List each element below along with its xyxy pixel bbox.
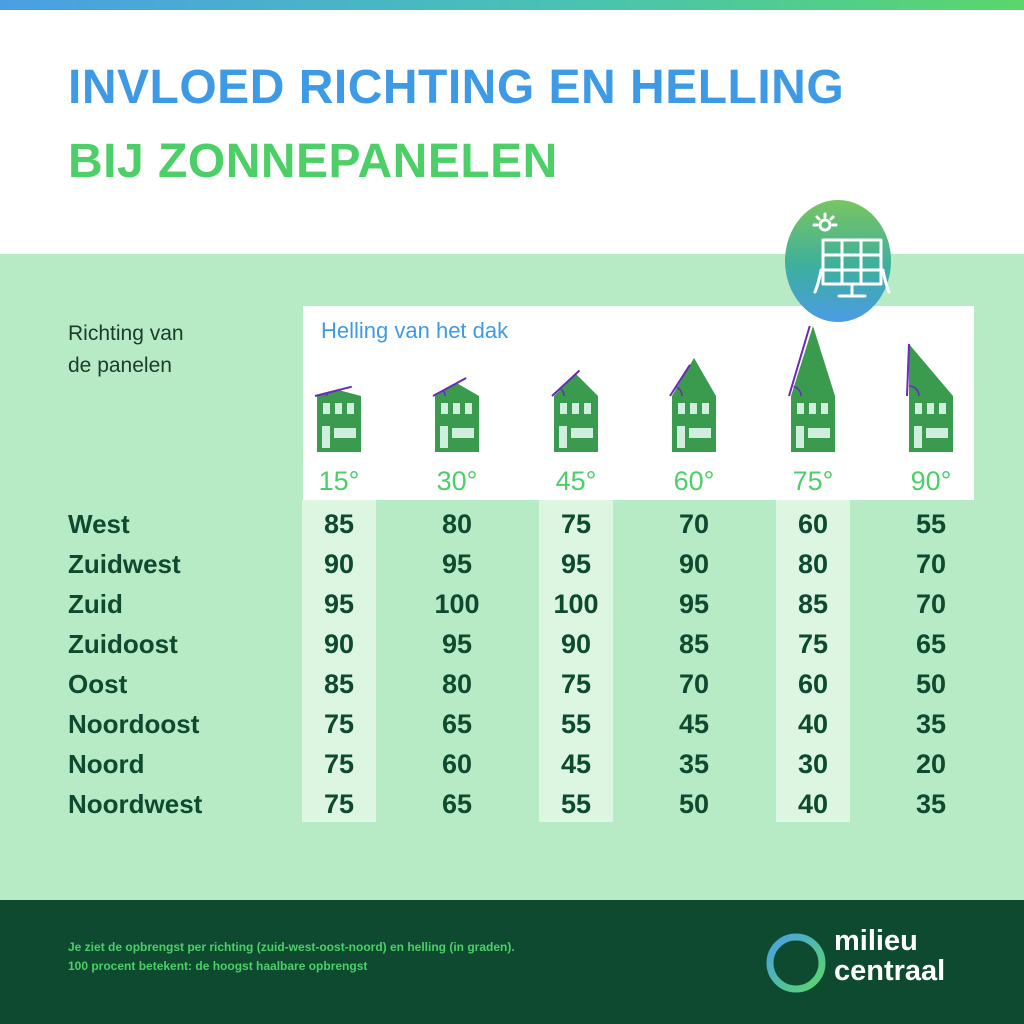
table-cell: 65 <box>441 789 473 819</box>
angle-label: 15° <box>318 466 360 496</box>
table-cell: 60 <box>441 749 473 779</box>
angle-label: 60° <box>673 466 715 496</box>
table-cell: 80 <box>441 509 473 539</box>
angle-label: 90° <box>910 466 952 496</box>
table-cell: 85 <box>678 629 710 659</box>
footnote-line-1: Je ziet de opbrengst per richting (zuid-… <box>68 940 515 954</box>
footer <box>0 900 1024 1024</box>
solar-panel-icon <box>812 212 891 298</box>
house-icon <box>906 343 953 452</box>
table-cell: 70 <box>678 669 710 699</box>
table-cell: 70 <box>915 549 947 579</box>
table-cell: 55 <box>915 509 947 539</box>
column-highlight <box>776 500 850 822</box>
row-label: Noord <box>68 749 145 779</box>
solar-badge <box>785 200 891 322</box>
table-cell: 75 <box>560 509 592 539</box>
table-cell: 40 <box>797 789 829 819</box>
row-label: Noordwest <box>68 789 203 819</box>
table-cell: 35 <box>915 709 947 739</box>
table-cell: 90 <box>323 629 355 659</box>
table-cell: 95 <box>441 629 473 659</box>
table-cell: 40 <box>797 709 829 739</box>
angle-label: 45° <box>555 466 597 496</box>
table-cell: 50 <box>678 789 710 819</box>
footnote-line-2: 100 procent betekent: de hoogst haalbare… <box>68 959 368 973</box>
page-subtitle: BIJ ZONNEPANELEN <box>68 135 558 188</box>
table-cell: 50 <box>915 669 947 699</box>
table-cell: 95 <box>441 549 473 579</box>
table-cell: 75 <box>797 629 829 659</box>
column-axis-label: Helling van het dak <box>321 318 509 343</box>
logo-line-2: centraal <box>834 955 946 987</box>
row-label: West <box>68 509 130 539</box>
table-cell: 60 <box>797 669 829 699</box>
footnote: Je ziet de opbrengst per richting (zuid-… <box>68 938 515 976</box>
logo-wordmark: milieu centraal <box>834 926 945 986</box>
table-cell: 90 <box>678 549 710 579</box>
table-cell: 85 <box>797 589 829 619</box>
house-icon <box>788 325 835 452</box>
table-cell: 55 <box>560 789 592 819</box>
column-highlight <box>302 500 376 822</box>
table-cell: 70 <box>678 509 710 539</box>
house-icon <box>669 357 716 452</box>
table-cell: 75 <box>560 669 592 699</box>
logo-line-1: milieu <box>834 925 918 957</box>
table-cell: 80 <box>441 669 473 699</box>
table-cell: 20 <box>915 749 947 779</box>
top-gradient-bar <box>0 0 1024 10</box>
table-cell: 55 <box>560 709 592 739</box>
row-label: Zuidoost <box>68 629 178 659</box>
table-cell: 75 <box>323 789 355 819</box>
table-cell: 45 <box>560 749 592 779</box>
table-cell: 85 <box>323 669 355 699</box>
house-icon <box>314 385 361 452</box>
table-cell: 65 <box>915 629 947 659</box>
angle-label: 75° <box>792 466 834 496</box>
table-cell: 90 <box>323 549 355 579</box>
table-cell: 30 <box>797 749 829 779</box>
table-cell: 80 <box>797 549 829 579</box>
table-cell: 70 <box>915 589 947 619</box>
table-cell: 95 <box>323 589 355 619</box>
row-label: Oost <box>68 669 128 699</box>
row-label: Zuid <box>68 589 123 619</box>
table-cell: 75 <box>323 749 355 779</box>
column-header-panel <box>303 306 974 500</box>
table-cell: 45 <box>678 709 710 739</box>
house-icon <box>551 369 598 452</box>
house-icon <box>432 377 479 452</box>
angle-label: 30° <box>436 466 478 496</box>
table-cell: 35 <box>915 789 947 819</box>
row-axis-label: Richting van de panelen <box>68 322 184 377</box>
table-cell: 90 <box>560 629 592 659</box>
table-cell: 95 <box>560 549 592 579</box>
table-cell: 100 <box>553 589 599 619</box>
row-label: Zuidwest <box>68 549 181 579</box>
table-cell: 100 <box>434 589 480 619</box>
page-title: INVLOED RICHTING EN HELLING <box>68 61 845 114</box>
table-cell: 60 <box>797 509 829 539</box>
ring-logo-icon <box>766 933 826 993</box>
sun-icon <box>818 218 832 232</box>
table-cell: 35 <box>678 749 710 779</box>
table-cell: 65 <box>441 709 473 739</box>
column-highlight <box>539 500 613 822</box>
table-cell: 75 <box>323 709 355 739</box>
row-label: Noordoost <box>68 709 200 739</box>
table-cell: 85 <box>323 509 355 539</box>
table-cell: 95 <box>678 589 710 619</box>
